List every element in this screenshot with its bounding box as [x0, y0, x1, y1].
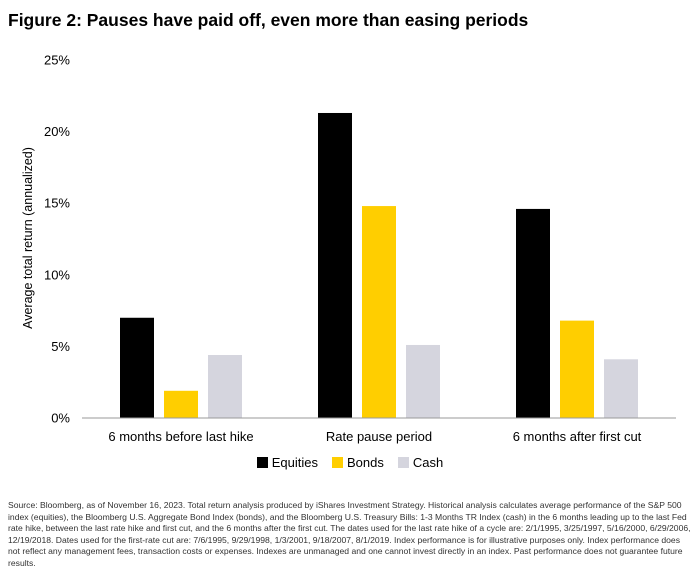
y-tick-label: 5%	[51, 339, 70, 354]
bar-equities	[318, 112, 352, 418]
legend-item-cash: Cash	[397, 455, 444, 470]
bar-cash	[406, 344, 440, 418]
x-axis: 6 months before last hike Rate pause peri…	[82, 417, 676, 444]
bars	[120, 112, 638, 418]
y-tick-label: 10%	[44, 267, 70, 282]
y-tick-label: 25%	[44, 53, 70, 68]
legend-label: Cash	[412, 455, 444, 470]
y-tick-label: 15%	[44, 196, 70, 211]
chart-title: Figure 2: Pauses have paid off, even mor…	[8, 10, 529, 30]
bar-bonds	[164, 390, 198, 418]
y-axis-label: Average total return (annualized)	[21, 147, 35, 329]
legend-swatch	[332, 457, 343, 468]
legend-label: Bonds	[347, 455, 384, 470]
bar-cash	[208, 354, 242, 418]
x-category-label: 6 months after first cut	[513, 429, 642, 444]
legend-swatch	[397, 457, 409, 468]
bar-equities	[120, 317, 154, 418]
legend-item-equities: Equities	[256, 455, 318, 470]
bar-chart: 0% 5% 10% 15% 20% 25% 6 months before last hi…	[21, 53, 676, 444]
y-axis: 0% 5% 10% 15% 20% 25%	[44, 53, 70, 426]
legend-label: Equities	[271, 455, 318, 470]
bar-cash	[604, 359, 638, 418]
source-note: Source: Bloomberg, as of November 16, 20…	[8, 500, 691, 568]
bar-bonds	[560, 320, 594, 418]
legend: Equities Bonds Cash	[0, 455, 700, 470]
bar-bonds	[362, 206, 396, 418]
legend-swatch	[256, 457, 268, 468]
y-tick-label: 20%	[44, 124, 70, 139]
x-category-label: 6 months before last hike	[108, 429, 253, 444]
bar-equities	[516, 208, 550, 418]
y-tick-label: 0%	[51, 411, 70, 426]
legend-item-bonds: Bonds	[332, 455, 384, 470]
x-category-label: Rate pause period	[326, 429, 432, 444]
